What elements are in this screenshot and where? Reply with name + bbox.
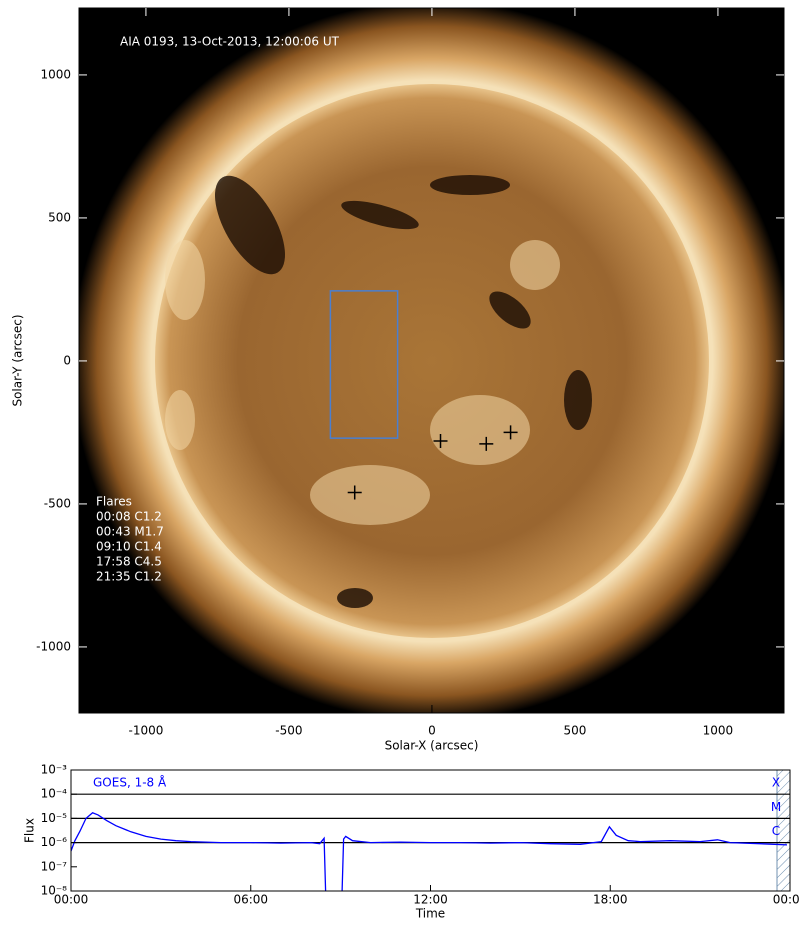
flare-entry: 00:43 M1.7: [96, 525, 164, 539]
active-region: [310, 465, 430, 525]
coronal-hole: [337, 588, 373, 608]
region-box: [329, 290, 399, 439]
plot-frame: [70, 769, 791, 892]
coronal-hole: [341, 200, 419, 230]
active-region: [165, 390, 195, 450]
flare-marker: [433, 434, 448, 449]
flare-marker: [479, 436, 494, 451]
y-tick-label: 10⁻⁶: [41, 835, 68, 849]
flux-line: [71, 812, 327, 891]
active-region: [430, 395, 530, 465]
x-tick-label: 06:00: [233, 893, 268, 907]
flare-entry: 21:35 C1.2: [96, 570, 162, 584]
y-tick-label: 0: [63, 353, 71, 367]
x-tick-label: 00:00: [54, 893, 89, 907]
sun-image: [79, 8, 784, 713]
flare-entry: 17:58 C4.5: [96, 555, 162, 569]
x-tick-label: 1000: [703, 724, 734, 738]
y-tick-label: 10⁻³: [41, 763, 68, 777]
threshold-label: M: [771, 800, 781, 814]
flare-entry: 00:08 C1.2: [96, 510, 162, 524]
x-axis-label: Time: [415, 907, 445, 921]
x-tick-label: -1000: [128, 724, 163, 738]
y-tick-label: 10⁻⁸: [41, 884, 68, 898]
x-tick-label: 0: [428, 724, 436, 738]
threshold-label: C: [772, 824, 780, 838]
y-tick-label: -500: [44, 496, 71, 510]
x-tick-label: 18:00: [593, 893, 628, 907]
flare-entry: 09:10 C1.4: [96, 540, 162, 554]
y-axis-label: Flux: [23, 818, 37, 843]
active-region: [165, 240, 205, 320]
x-tick-label: 500: [563, 724, 586, 738]
threshold-label: X: [772, 776, 780, 790]
x-tick-label: -500: [275, 724, 302, 738]
y-tick-label: 10⁻⁷: [41, 859, 68, 873]
y-tick-label: -1000: [36, 639, 71, 653]
x-axis-label: Solar-X (arcsec): [385, 739, 479, 753]
coronal-hole: [215, 175, 285, 275]
y-axis-label: Solar-Y (arcsec): [11, 314, 25, 406]
flux-line: [341, 825, 788, 891]
y-tick-label: 10⁻⁴: [41, 787, 68, 801]
flare-marker: [347, 485, 362, 500]
active-region: [510, 240, 560, 290]
legend-label: GOES, 1-8 Å: [93, 775, 167, 790]
flares-title: Flares: [96, 495, 132, 509]
y-tick-label: 10⁻⁵: [41, 811, 68, 825]
x-tick-label: 00:00: [773, 893, 799, 907]
y-tick-label: 1000: [40, 67, 71, 81]
x-tick-label: 12:00: [413, 893, 448, 907]
flare-marker: [503, 425, 518, 440]
solar-disk: [155, 84, 709, 638]
coronal-hole: [489, 291, 531, 329]
coronal-hole: [430, 175, 510, 195]
coronal-hole: [564, 370, 592, 430]
image-title: AIA 0193, 13-Oct-2013, 12:00:06 UT: [120, 35, 340, 49]
y-tick-label: 500: [48, 210, 71, 224]
